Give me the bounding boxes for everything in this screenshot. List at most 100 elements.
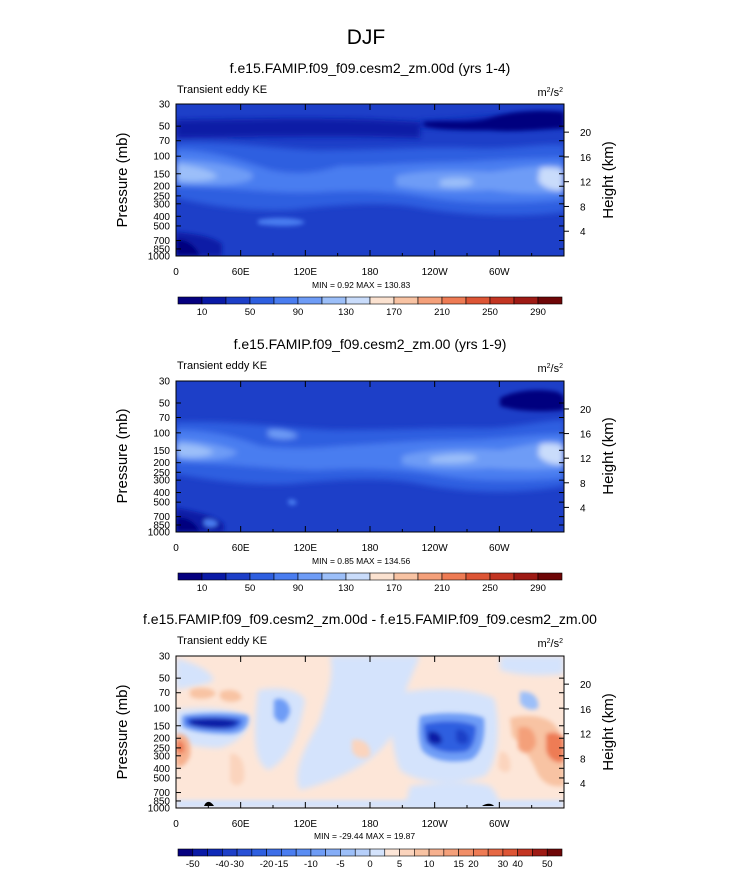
colorbar-swatch bbox=[201, 296, 227, 305]
height-tick-label: 20 bbox=[580, 405, 592, 416]
height-tick-label: 8 bbox=[580, 754, 586, 765]
colorbar-swatch bbox=[458, 848, 474, 857]
colorbar-label: 210 bbox=[434, 583, 450, 594]
x-tick-label: 60E bbox=[232, 267, 250, 278]
panel-title: f.e15.FAMIP.f09_f09.cesm2_zm.00d (yrs 1-… bbox=[230, 60, 511, 76]
x-tick-label: 60W bbox=[489, 267, 510, 278]
stats-label: MIN = -29.44 MAX = 19.87 bbox=[314, 831, 415, 841]
x-tick-group: 0 60E 120E 180 120W 60W bbox=[173, 656, 533, 830]
y-tick-label: 300 bbox=[153, 751, 170, 762]
colorbar-swatch bbox=[489, 572, 515, 581]
panel-title: f.e15.FAMIP.f09_f09.cesm2_zm.00d - f.e15… bbox=[143, 611, 597, 627]
colorbar-swatch bbox=[225, 296, 251, 305]
panel-title: f.e15.FAMIP.f09_f09.cesm2_zm.00 (yrs 1-9… bbox=[234, 336, 507, 352]
colorbar-swatch bbox=[417, 296, 443, 305]
y-tick-label: 850 bbox=[153, 244, 170, 255]
colorbar-label: 50 bbox=[245, 583, 256, 594]
y-tick-label: 100 bbox=[153, 152, 170, 163]
panel-subtitle: Transient eddy KE bbox=[177, 635, 267, 647]
height-axis-label: Height (km) bbox=[600, 141, 617, 219]
colorbar-label: -10 bbox=[304, 859, 318, 870]
colorbar-label: 50 bbox=[542, 859, 553, 870]
colorbar-swatch bbox=[340, 848, 356, 857]
x-tick-label: 60E bbox=[232, 543, 250, 554]
colorbar-swatch bbox=[325, 848, 341, 857]
colorbar-label: 90 bbox=[293, 583, 304, 594]
y-tick-label: 500 bbox=[153, 221, 170, 232]
height-tick-label: 4 bbox=[580, 503, 586, 514]
colorbar-swatch bbox=[393, 296, 419, 305]
y-tick-label: 200 bbox=[153, 182, 170, 193]
colorbar-swatch bbox=[473, 848, 489, 857]
colorbar-swatch bbox=[249, 572, 275, 581]
colorbar-swatch bbox=[354, 848, 371, 857]
colorbar-swatch bbox=[537, 572, 563, 581]
panel-2: f.e15.FAMIP.f09_f09.cesm2_zm.00 (yrs 1-9… bbox=[114, 336, 617, 594]
y-tick-label: 250 bbox=[153, 191, 170, 202]
colorbar-swatch bbox=[177, 572, 203, 581]
y-tick-label: 50 bbox=[159, 398, 171, 409]
y-tick-label: 700 bbox=[153, 512, 170, 523]
y-tick-label: 150 bbox=[153, 446, 170, 457]
colorbar-swatch bbox=[345, 572, 371, 581]
height-tick-label: 8 bbox=[580, 202, 586, 213]
colorbar-swatch bbox=[502, 848, 518, 857]
x-tick-label: 120E bbox=[294, 267, 318, 278]
height-tick-label: 8 bbox=[580, 479, 586, 490]
colorbar-swatch bbox=[201, 572, 227, 581]
x-tick-label: 0 bbox=[173, 267, 179, 278]
colorbar-swatch bbox=[222, 848, 238, 857]
y-tick-label: 700 bbox=[153, 236, 170, 247]
height-tick-label: 20 bbox=[580, 128, 592, 139]
x-tick-label: 60E bbox=[232, 819, 250, 830]
units-label: m2/s2 bbox=[537, 363, 563, 375]
colorbar-label: 5 bbox=[397, 859, 402, 870]
height-tick-label: 12 bbox=[580, 730, 592, 741]
y-tick-label: 700 bbox=[153, 788, 170, 799]
units-label: m2/s2 bbox=[537, 87, 563, 99]
colorbar-label: 290 bbox=[530, 583, 546, 594]
colorbar-swatch bbox=[310, 848, 326, 857]
colorbar-label: 50 bbox=[245, 307, 256, 318]
units-label: m2/s2 bbox=[537, 638, 563, 650]
colorbar-label: 20 bbox=[468, 859, 479, 870]
panel-1: f.e15.FAMIP.f09_f09.cesm2_zm.00d (yrs 1-… bbox=[114, 60, 617, 318]
colorbar-swatch bbox=[443, 848, 459, 857]
y-tick-label: 850 bbox=[153, 521, 170, 532]
colorbar-swatch bbox=[321, 296, 347, 305]
y-tick-label: 400 bbox=[153, 764, 170, 775]
colorbar: -50 -40 -30 -20 -15 -10 -5 0 5 10 15 20 30 40 50 bbox=[177, 848, 563, 870]
colorbar-label: -5 bbox=[336, 859, 344, 870]
colorbar-swatch bbox=[384, 848, 400, 857]
y-tick-label: 1000 bbox=[148, 252, 171, 263]
colorbar-swatch bbox=[207, 848, 223, 857]
y-axis-label: Pressure (mb) bbox=[114, 408, 131, 503]
colorbar-swatch bbox=[281, 848, 297, 857]
x-tick-label: 0 bbox=[173, 819, 179, 830]
colorbar-label: 30 bbox=[498, 859, 509, 870]
colorbar-swatch bbox=[417, 572, 443, 581]
colorbar-label: 40 bbox=[512, 859, 523, 870]
colorbar-label: -15 bbox=[275, 859, 289, 870]
colorbar-label: 15 bbox=[453, 859, 464, 870]
colorbar-label: 210 bbox=[434, 307, 450, 318]
x-tick-label: 120W bbox=[422, 267, 449, 278]
colorbar-swatch bbox=[321, 572, 347, 581]
x-tick-label: 120W bbox=[422, 819, 449, 830]
colorbar-swatch bbox=[345, 296, 371, 305]
height-axis-label: Height (km) bbox=[600, 417, 617, 495]
y-tick-label: 100 bbox=[153, 704, 170, 715]
x-tick-label: 0 bbox=[173, 543, 179, 554]
colorbar-label: 290 bbox=[530, 307, 546, 318]
colorbar-label: 250 bbox=[482, 583, 498, 594]
stats-label: MIN = 0.92 MAX = 130.83 bbox=[312, 280, 411, 290]
y-tick-label: 30 bbox=[159, 377, 171, 388]
height-tick-label: 16 bbox=[580, 430, 592, 441]
colorbar-label: 0 bbox=[367, 859, 372, 870]
colorbar-swatch bbox=[532, 848, 548, 857]
height-tick-group: 4 8 12 16 20 bbox=[564, 128, 592, 238]
colorbar-label: 90 bbox=[293, 307, 304, 318]
x-tick-group: 0 60E 120E 180 120W 60W bbox=[173, 381, 533, 554]
colorbar-swatch bbox=[266, 848, 282, 857]
